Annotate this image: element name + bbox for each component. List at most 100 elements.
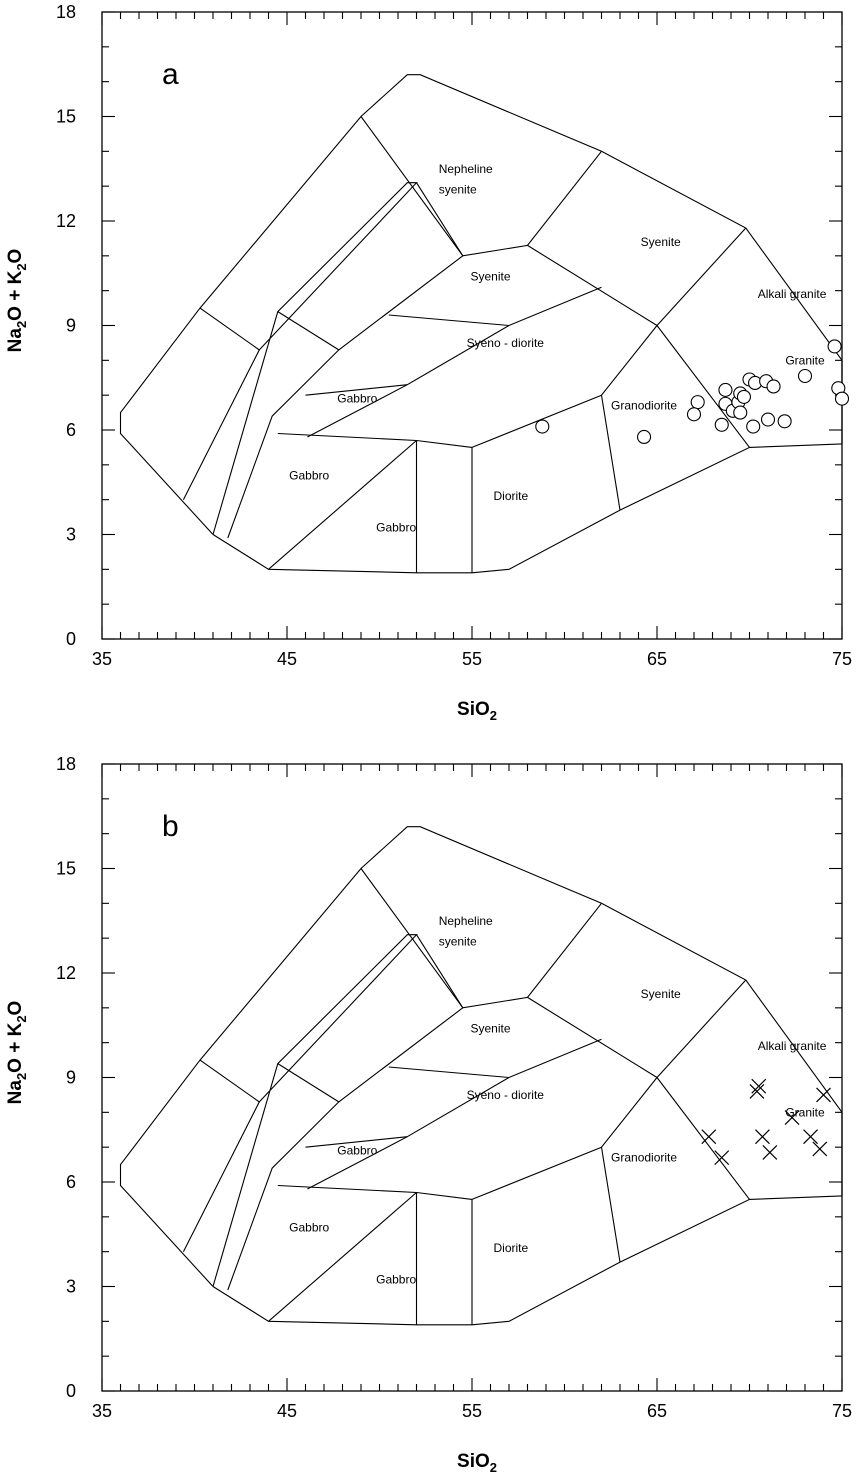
field-boundary: [212, 443, 843, 574]
field-boundary: [227, 1063, 340, 1291]
classification-boundaries: [119, 826, 843, 1326]
field-label: Granodiorite: [611, 399, 677, 413]
field-label: Syenite: [641, 987, 681, 1001]
x-tick-label: 65: [647, 649, 667, 669]
sample-point-circle: [636, 429, 652, 445]
y-tick-label: 9: [66, 316, 76, 336]
y-tick-label: 9: [66, 1068, 76, 1088]
field-boundary: [360, 868, 602, 1009]
y-tick-label: 18: [56, 2, 76, 22]
y-tick-label: 0: [66, 629, 76, 649]
sample-point-x: [816, 1087, 831, 1103]
field-boundary: [388, 286, 602, 327]
sample-point-circle: [834, 391, 850, 406]
y-axis-ticks: [102, 11, 842, 640]
field-label: Gabbro: [289, 1220, 329, 1234]
y-tick-label: 3: [66, 1277, 76, 1297]
field-boundary: [338, 1007, 464, 1103]
x-tick-label: 45: [277, 649, 297, 669]
field-label: Nepheline: [439, 914, 493, 928]
field-label: Syenite: [470, 1022, 510, 1036]
field-boundary: [227, 311, 340, 539]
sample-point-circle: [736, 389, 752, 404]
x-tick-label: 35: [92, 649, 112, 669]
sample-point-x: [784, 1110, 800, 1125]
field-boundary: [416, 182, 464, 257]
y-tick-label: 18: [56, 754, 76, 774]
field-label: Gabbro: [376, 1273, 416, 1287]
classification-boundaries: [119, 74, 843, 574]
field-boundary: [305, 384, 408, 396]
field-label: Gabbro: [337, 1144, 377, 1158]
field-boundary: [471, 1146, 602, 1200]
sample-point-circle: [535, 419, 550, 434]
panel-letter: b: [162, 810, 179, 843]
sample-point-circle: [686, 407, 702, 422]
x-tick-label: 35: [92, 1401, 112, 1421]
field-label: syenite: [439, 183, 477, 197]
sample-point-x: [701, 1129, 717, 1145]
field-boundary: [212, 1195, 843, 1326]
field-boundary: [119, 74, 843, 535]
field-boundary: [527, 244, 658, 326]
field-boundary: [527, 996, 658, 1078]
field-label: Syenite: [470, 270, 510, 284]
field-boundary: [277, 432, 473, 448]
field-boundary: [305, 1136, 408, 1148]
field-boundary: [656, 1077, 750, 1200]
field-label: Syenite: [641, 235, 681, 249]
field-boundary: [471, 394, 602, 448]
field-boundary: [656, 227, 747, 326]
field-boundary: [268, 1192, 417, 1322]
field-boundary: [182, 1059, 261, 1252]
sample-points: [701, 1078, 831, 1166]
sample-point-x: [714, 1150, 730, 1166]
field-label: Diorite: [494, 489, 529, 503]
x-tick-label: 55: [462, 649, 482, 669]
sample-point-x: [803, 1129, 818, 1145]
field-boundary: [388, 1038, 602, 1079]
y-tick-label: 6: [66, 1172, 76, 1192]
field-label: Gabbro: [289, 468, 329, 482]
x-axis-ticks: [101, 12, 843, 639]
field-boundary: [416, 934, 464, 1009]
field-label: Diorite: [494, 1241, 529, 1255]
x-axis-title: SiO2: [457, 1451, 497, 1474]
field-labels: Nepheline syenite Syenite Syenite Alkali gra…: [289, 914, 827, 1287]
y-tick-label: 15: [56, 107, 76, 127]
field-label: Granite: [785, 353, 825, 367]
field-boundary: [338, 255, 464, 351]
sample-point-x: [812, 1141, 828, 1157]
field-label: Nepheline: [439, 162, 493, 176]
field-label: Gabbro: [337, 392, 377, 406]
tas-diagram-a: 35 45 55 65 75 0 3 6 9 12 15 18 SiO2 Na2O + K2O a Nephe…: [5, 2, 852, 723]
sample-point-circle: [746, 419, 761, 434]
field-boundary: [360, 116, 602, 257]
field-label: Gabbro: [376, 521, 416, 535]
y-axis-title: Na2O + K2O: [5, 249, 29, 353]
sample-point-x: [751, 1078, 767, 1094]
x-tick-label: 45: [277, 1401, 297, 1421]
field-boundary: [268, 440, 417, 570]
sample-point-circle: [690, 395, 705, 410]
sample-point-circle: [827, 339, 842, 354]
sample-point-x: [755, 1129, 770, 1145]
field-boundary: [212, 182, 418, 535]
field-boundary: [182, 307, 261, 500]
sample-point-circle: [777, 414, 792, 429]
sample-point-x: [749, 1084, 765, 1099]
field-boundary: [212, 934, 418, 1287]
field-boundary: [656, 979, 747, 1078]
field-labels: Nepheline syenite Syenite Syenite Alkali gra…: [289, 162, 827, 535]
x-tick-label: 75: [832, 1401, 852, 1421]
y-tick-label: 3: [66, 525, 76, 545]
field-label: Alkali granite: [758, 1039, 827, 1053]
field-boundary: [600, 1077, 658, 1263]
sample-point-x: [762, 1144, 778, 1160]
y-tick-label: 6: [66, 420, 76, 440]
sample-point-circle: [766, 379, 781, 394]
sample-point-circle: [760, 412, 776, 427]
field-label: Granodiorite: [611, 1151, 677, 1165]
sample-points: [535, 339, 850, 445]
